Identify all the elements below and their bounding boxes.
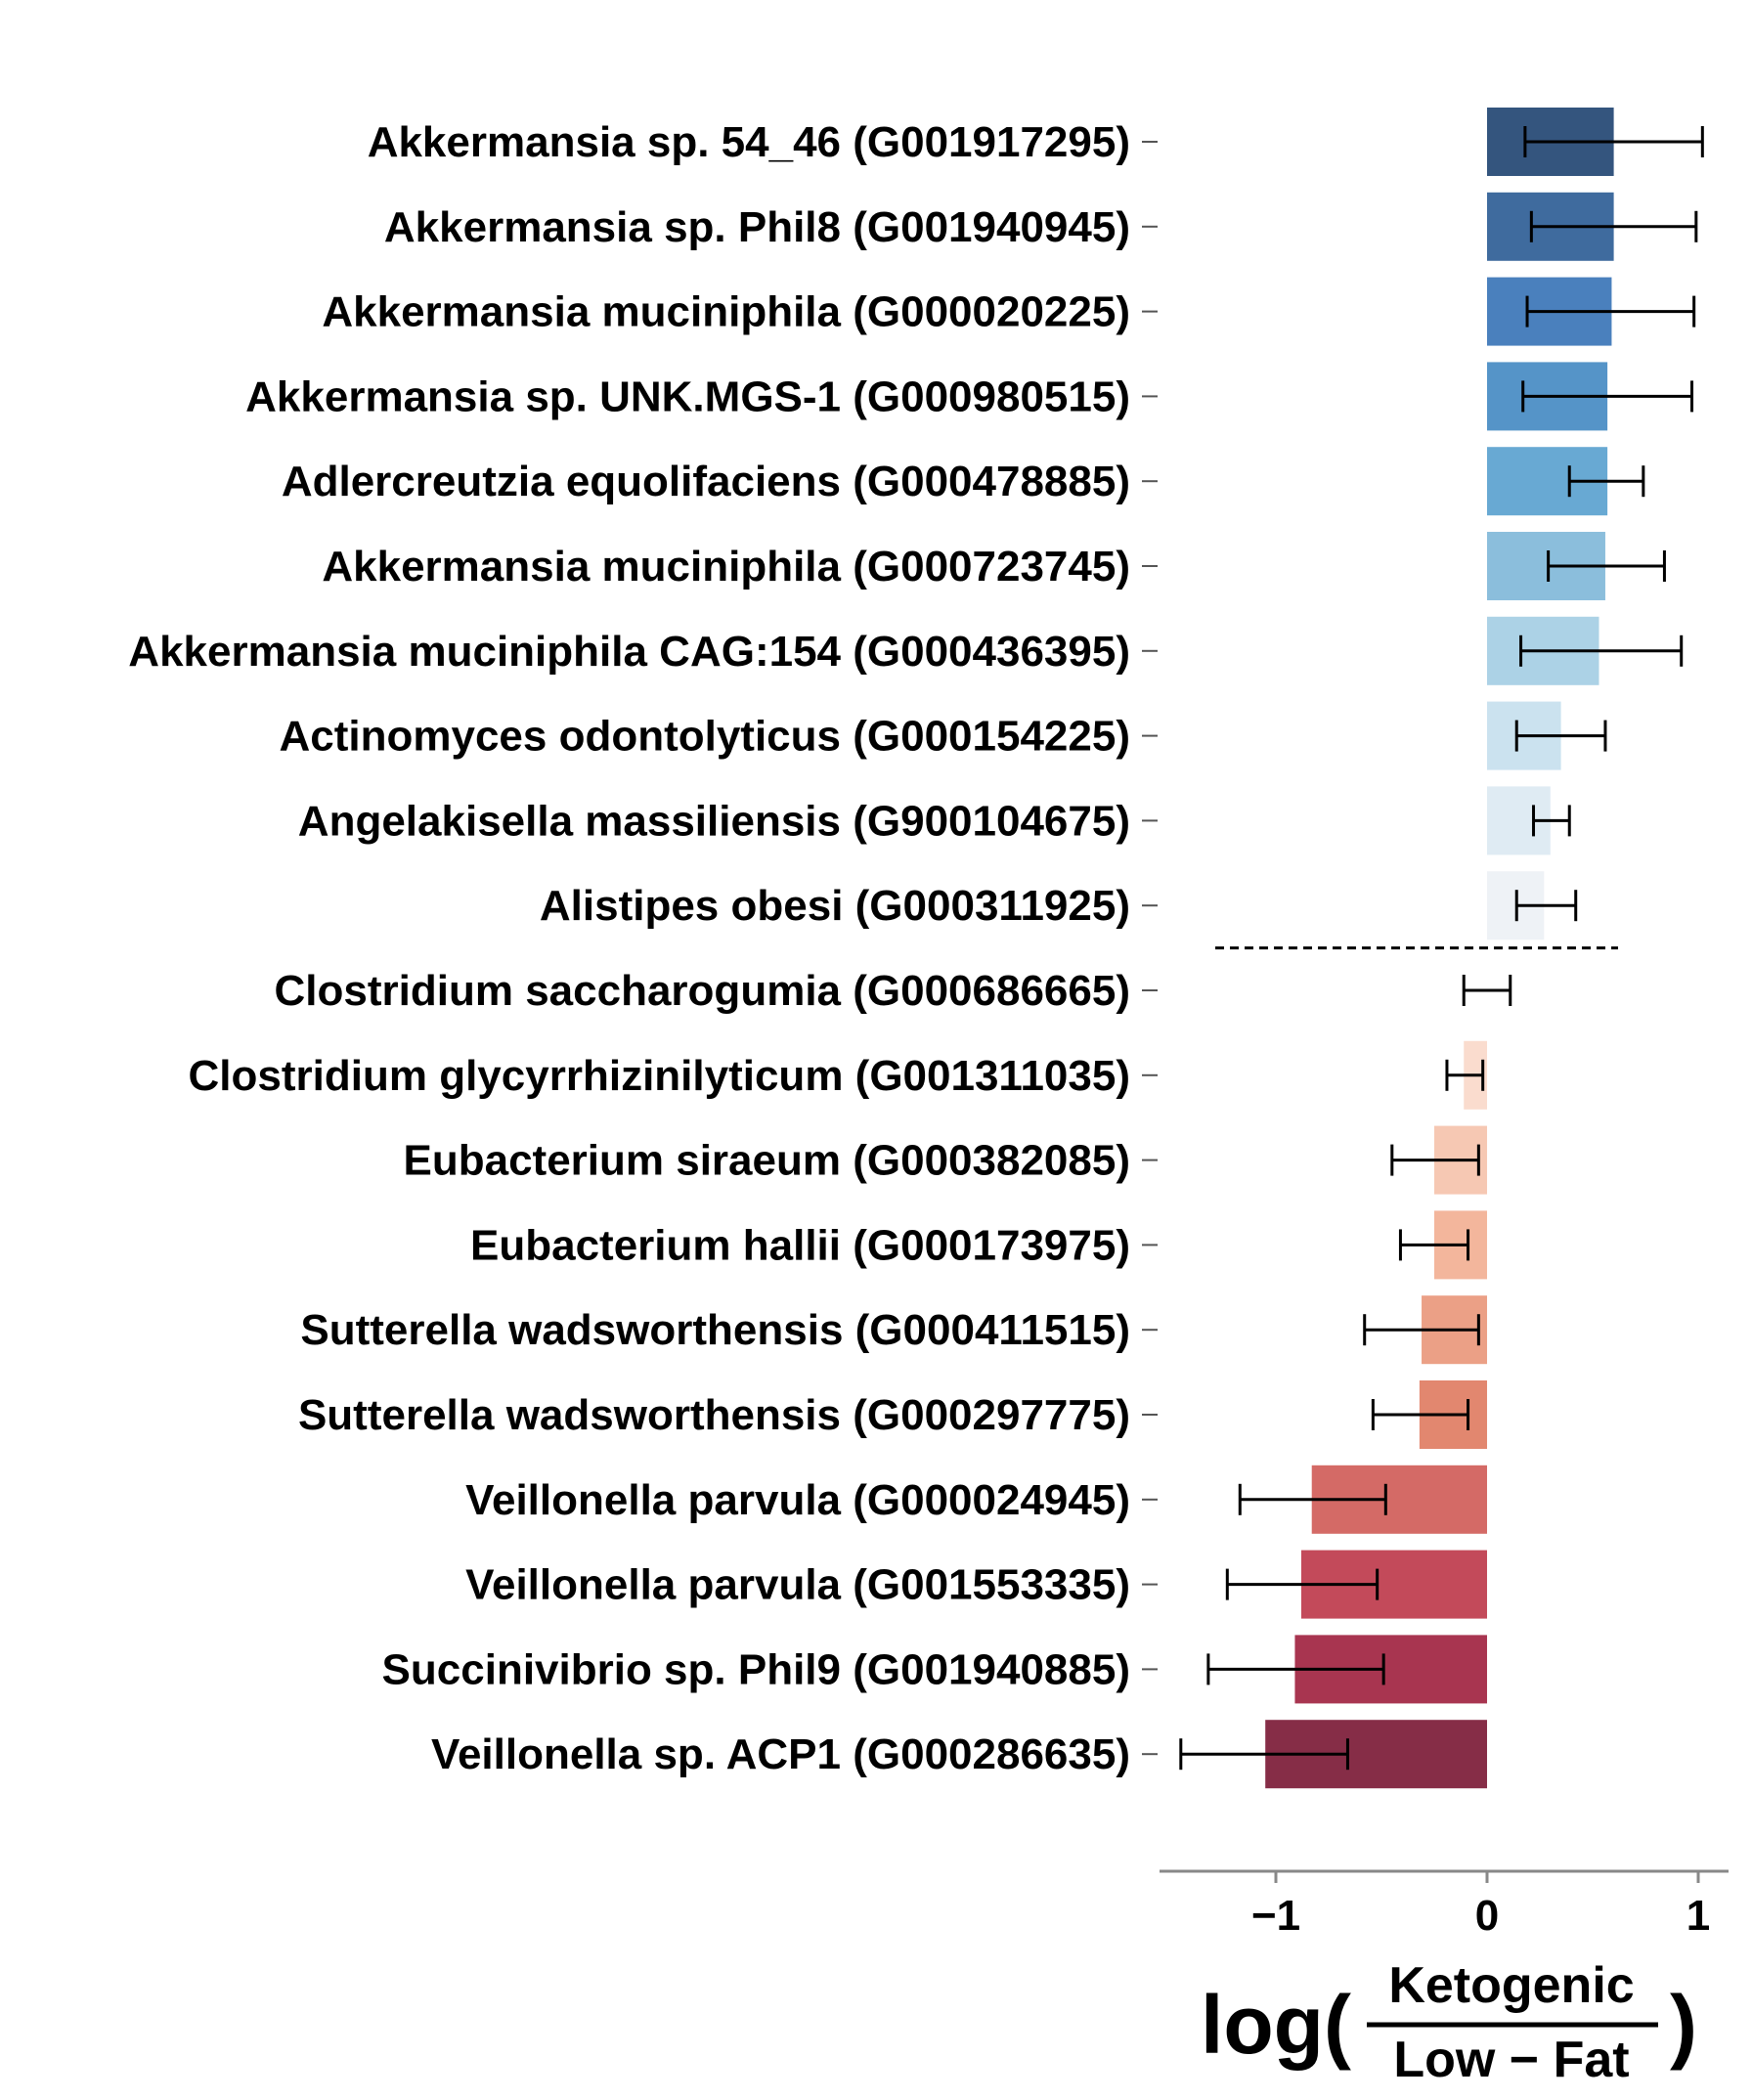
error-bar xyxy=(1514,890,1578,922)
category-label: Succinivibrio sp. Phil9 (G001940885) xyxy=(382,1645,1130,1693)
error-bar xyxy=(1529,210,1698,242)
error-bar xyxy=(1238,1483,1387,1515)
category-label: Clostridium saccharogumia (G000686665) xyxy=(275,967,1130,1015)
error-bar xyxy=(1390,1144,1480,1176)
xlabel-denominator: Low − Fat xyxy=(1393,2032,1629,2088)
category-label: Veillonella sp. ACP1 (G000286635) xyxy=(431,1730,1130,1778)
error-bar xyxy=(1371,1399,1470,1430)
category-label: Alistipes obesi (G000311925) xyxy=(540,882,1130,930)
xlabel-suffix: ) xyxy=(1670,1979,1697,2071)
error-bar xyxy=(1514,720,1607,752)
category-label: Eubacterium hallii (G000173975) xyxy=(470,1221,1130,1269)
category-label: Adlercreutzia equolifaciens (G000478885) xyxy=(282,458,1130,505)
category-label: Sutterella wadsworthensis (G000411515) xyxy=(300,1306,1130,1354)
category-label: Akkermansia muciniphila (G000020225) xyxy=(322,288,1130,336)
y-tick-marks xyxy=(1142,141,1158,1756)
error-bar xyxy=(1523,126,1704,157)
x-tick-label: 0 xyxy=(1475,1892,1499,1940)
category-label: Akkermansia sp. Phil8 (G001940945) xyxy=(384,203,1130,251)
xlabel-numerator: Ketogenic xyxy=(1388,1957,1634,2014)
category-label: Actinomyces odontolyticus (G000154225) xyxy=(279,713,1130,761)
error-bars xyxy=(1179,126,1704,1771)
category-label: Akkermansia sp. UNK.MGS-1 (G000980515) xyxy=(245,372,1130,420)
error-bar xyxy=(1445,1059,1485,1091)
category-label: Clostridium glycyrrhizinilyticum (G00131… xyxy=(189,1052,1130,1100)
error-bar xyxy=(1363,1314,1480,1346)
category-label: Sutterella wadsworthensis (G000297775) xyxy=(298,1391,1130,1439)
xlabel-prefix: log( xyxy=(1201,1979,1351,2071)
category-label: Veillonella parvula (G000024945) xyxy=(465,1476,1130,1524)
category-label: Akkermansia sp. 54_46 (G001917295) xyxy=(368,118,1130,166)
error-bar xyxy=(1547,550,1666,582)
error-bar xyxy=(1519,634,1684,667)
error-bar xyxy=(1567,465,1645,498)
x-tick-label: 1 xyxy=(1686,1892,1710,1940)
error-bar xyxy=(1462,975,1512,1006)
error-bar xyxy=(1206,1653,1385,1685)
error-bar xyxy=(1179,1738,1349,1771)
x-axis: −1 0 1 xyxy=(1160,1869,1729,1940)
error-bar xyxy=(1525,295,1696,328)
category-labels: Akkermansia sp. 54_46 (G001917295) Akkerm… xyxy=(128,118,1130,1778)
error-bar xyxy=(1532,805,1571,837)
error-bar xyxy=(1398,1229,1470,1261)
category-label: Eubacterium siraeum (G000382085) xyxy=(404,1137,1131,1185)
category-label: Angelakisella massiliensis (G900104675) xyxy=(298,797,1130,845)
category-label: Akkermansia muciniphila (G000723745) xyxy=(322,543,1130,591)
x-tick-label: −1 xyxy=(1251,1892,1300,1940)
x-axis-label: log( Ketogenic Low − Fat ) xyxy=(1201,1957,1697,2088)
error-bar xyxy=(1225,1568,1380,1600)
category-label: Veillonella parvula (G001553335) xyxy=(465,1561,1130,1609)
category-label: Akkermansia muciniphila CAG:154 (G000436… xyxy=(128,628,1130,676)
error-bar xyxy=(1521,380,1694,413)
